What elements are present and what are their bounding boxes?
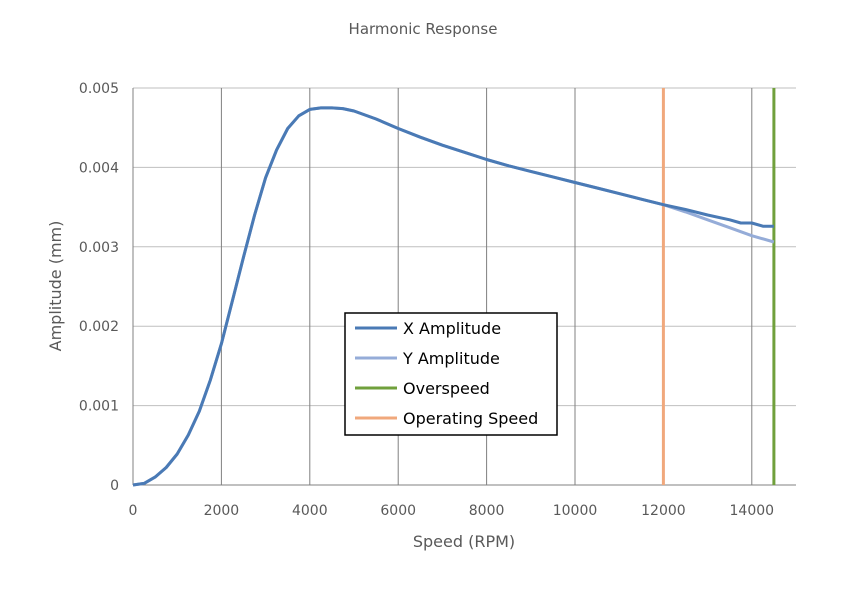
legend-label-overspeed: Overspeed <box>403 379 490 398</box>
y-axis-label: Amplitude (mm) <box>46 221 65 352</box>
x-tick-label: 2000 <box>204 503 240 519</box>
axes <box>132 88 796 486</box>
x-tick-label: 10000 <box>553 503 598 519</box>
y-tick-label: 0.005 <box>79 81 119 97</box>
series-layer <box>132 88 776 487</box>
x-axis-label: Speed (RPM) <box>413 532 515 551</box>
legend-box <box>344 312 558 436</box>
y-tick-label: 0.002 <box>79 319 119 335</box>
y-tick-label: 0.003 <box>79 240 119 256</box>
legend-label-x-amplitude: X Amplitude <box>403 319 501 338</box>
legend-label-operating-speed: Operating Speed <box>403 409 538 428</box>
legend-label-y-amplitude: Y Amplitude <box>402 349 500 368</box>
x-tick-label: 14000 <box>730 503 775 519</box>
tick-labels: 0 0.001 0.002 0.003 0.004 0.005 0 2000 4000 6000 8… <box>79 81 774 519</box>
x-tick-label: 4000 <box>292 503 328 519</box>
legend: X Amplitude Y Amplitude Overspeed Operating… <box>344 312 558 436</box>
chart-title: Harmonic Response <box>349 20 498 38</box>
x-tick-label: 8000 <box>469 503 505 519</box>
x-tick-label: 0 <box>129 503 138 519</box>
x-tick-label: 6000 <box>380 503 416 519</box>
y-tick-label: 0.001 <box>79 399 119 415</box>
y-tick-label: 0.004 <box>79 160 119 176</box>
x-tick-label: 12000 <box>641 503 686 519</box>
series-x-amplitude <box>132 106 774 487</box>
y-tick-label: 0 <box>110 478 119 494</box>
